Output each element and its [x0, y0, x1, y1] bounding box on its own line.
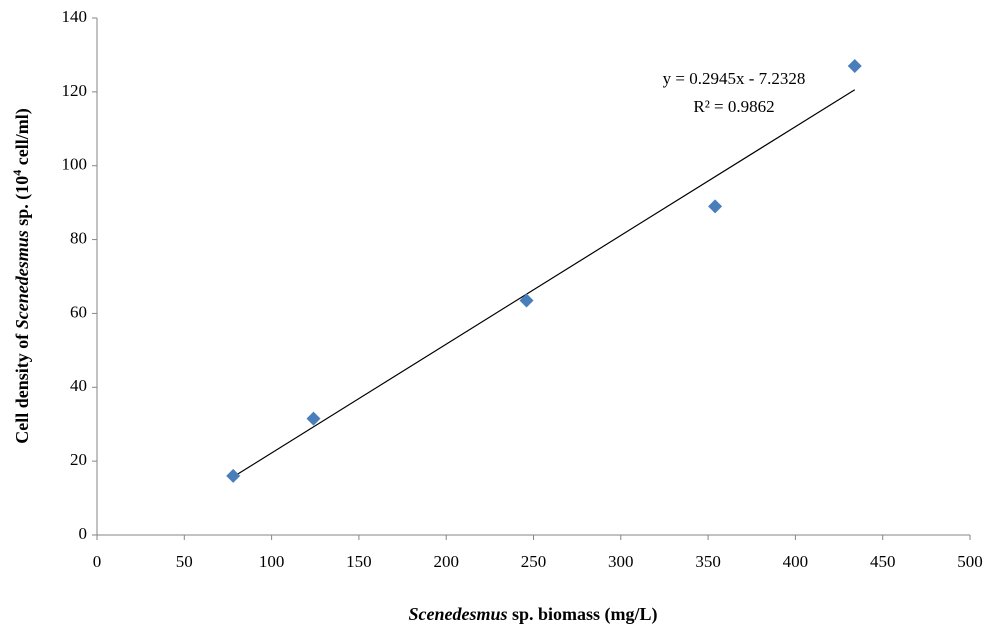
y-label-part: cell/ml): [12, 108, 33, 169]
y-tick-label: 120: [62, 81, 88, 100]
x-tick-label: 250: [521, 552, 547, 571]
x-tick-label: 0: [93, 552, 102, 571]
data-point: [519, 293, 534, 308]
y-tick-label: 80: [70, 228, 87, 247]
x-tick-label: 450: [870, 552, 896, 571]
y-tick-label: 100: [62, 155, 88, 174]
x-tick-label: 350: [695, 552, 721, 571]
y-tick-label: 60: [70, 302, 87, 321]
y-label-part: sp. (10: [12, 176, 33, 231]
x-tick-label: 300: [608, 552, 634, 571]
x-tick-label: 100: [259, 552, 285, 571]
y-axis-label: Cell density of Scenedesmus sp. (104 cel…: [10, 108, 33, 444]
y-tick-label: 0: [79, 524, 88, 543]
x-tick-label: 400: [783, 552, 809, 571]
y-tick-label: 140: [62, 7, 88, 26]
x-tick-label: 150: [346, 552, 372, 571]
trendline-equation: y = 0.2945x - 7.2328: [663, 69, 806, 88]
data-point: [306, 411, 321, 426]
y-tick-label: 20: [70, 450, 87, 469]
data-point: [708, 199, 723, 214]
x-tick-label: 50: [176, 552, 193, 571]
data-point: [847, 59, 862, 74]
x-label-part: sp. biomass (mg/L): [507, 604, 657, 625]
trendline-r2: R² = 0.9862: [693, 97, 774, 116]
y-label-superscript: 4: [10, 170, 24, 176]
x-label-part: Scenedesmus: [408, 604, 507, 624]
x-tick-label: 200: [433, 552, 459, 571]
trendline: [232, 89, 856, 478]
y-label-part: Scenedesmus: [12, 230, 32, 329]
x-tick-label: 500: [957, 552, 983, 571]
x-axis-label: Scenedesmus sp. biomass (mg/L): [408, 604, 657, 625]
y-tick-label: 40: [70, 376, 87, 395]
data-point: [226, 468, 241, 483]
y-label-part: Cell density of: [12, 329, 32, 444]
